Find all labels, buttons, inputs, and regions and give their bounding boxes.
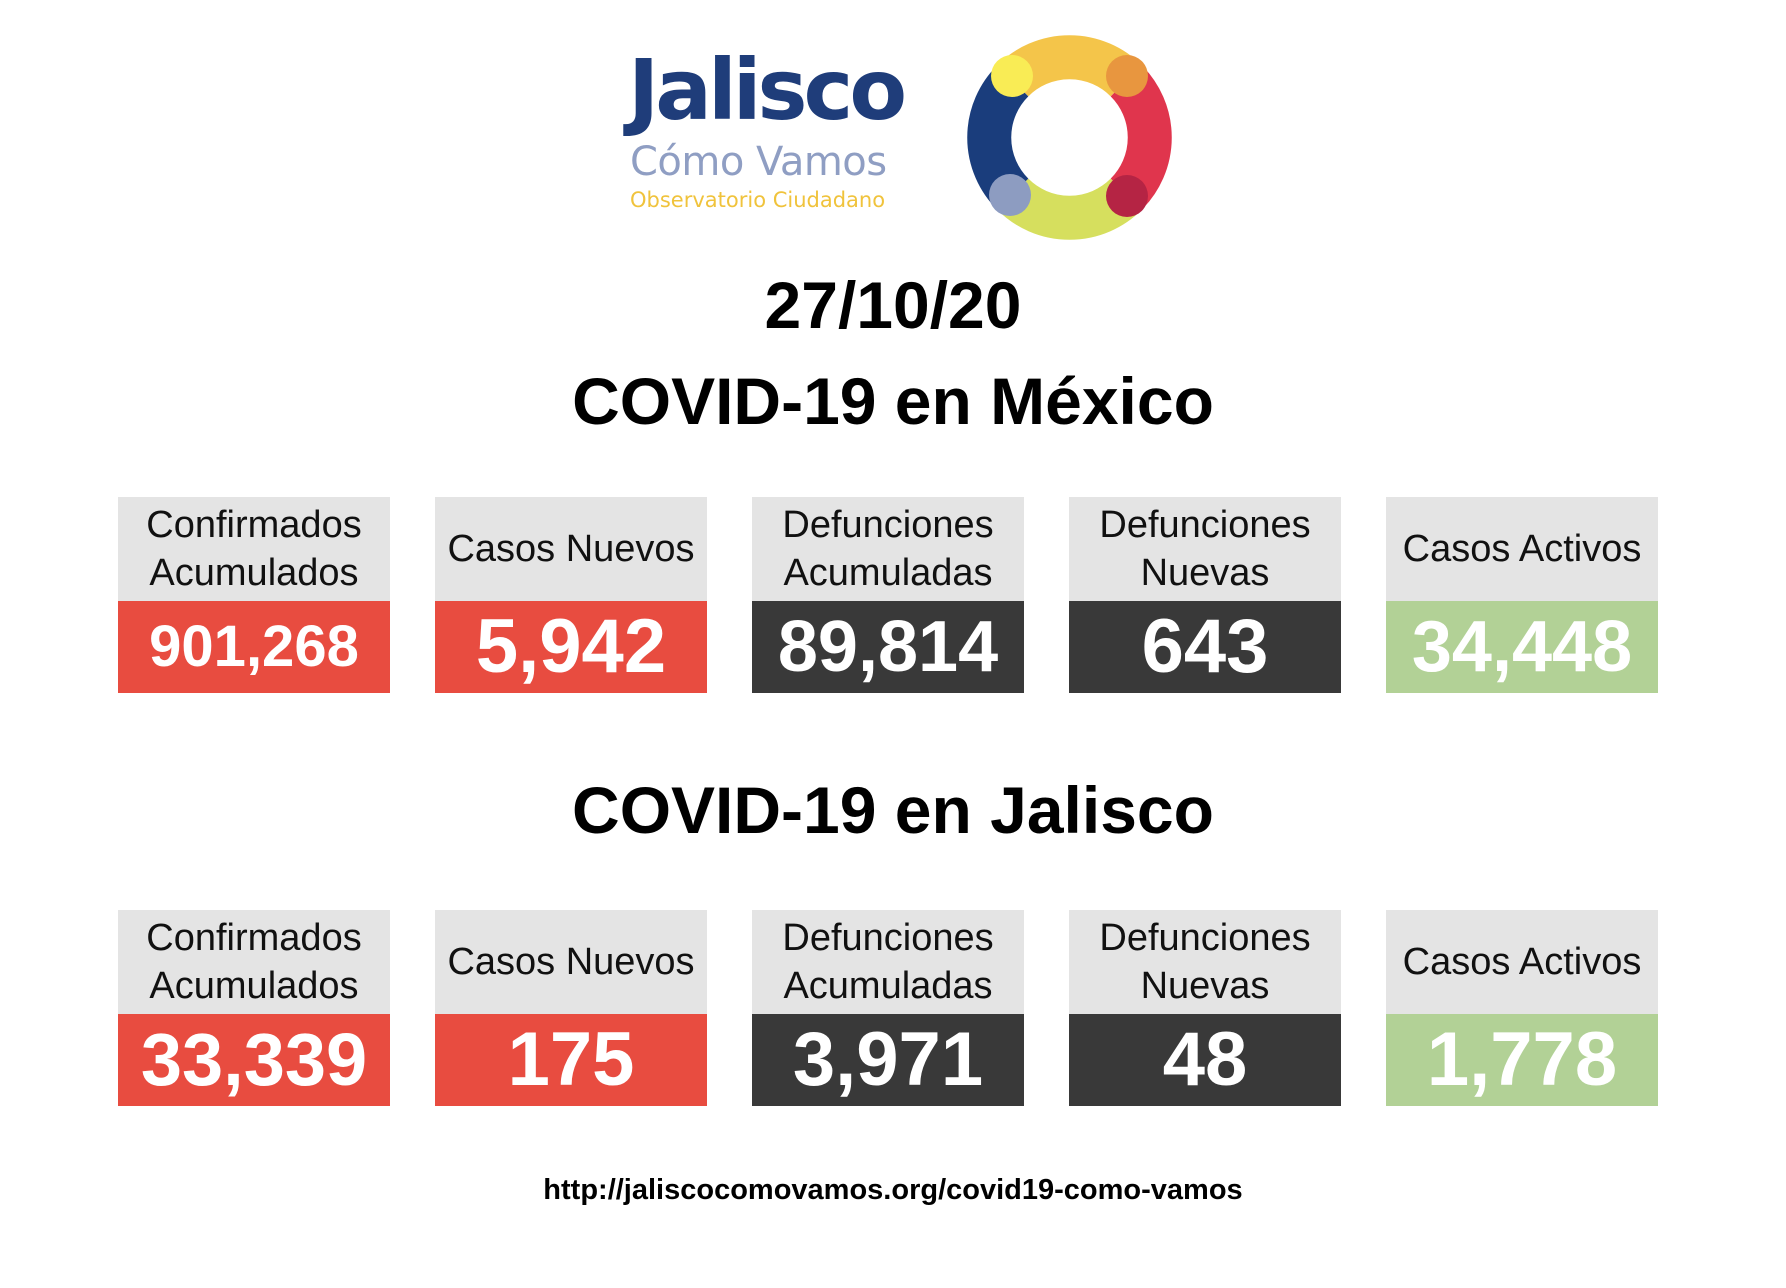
stat-value: 901,268: [118, 601, 390, 693]
stats-row-jalisco: Confirmados Acumulados 33,339 Casos Nuev…: [118, 910, 1668, 1106]
footer-link[interactable]: http://jaliscocomovamos.org/covid19-como…: [543, 1174, 1243, 1206]
stat-label: Defunciones Acumuladas: [752, 910, 1024, 1014]
logo-tagline: Observatorio Ciudadano: [630, 188, 886, 212]
stat-card-defunciones-nuevas: Defunciones Nuevas 48: [1069, 910, 1341, 1106]
stat-label: Confirmados Acumulados: [118, 910, 390, 1014]
stat-card-casos-activos: Casos Activos 34,448: [1386, 497, 1658, 693]
stat-card-defunciones-acumuladas: Defunciones Acumuladas 3,971: [752, 910, 1024, 1106]
logo: Jalisco Cómo Vamos Observatorio Ciudadan…: [628, 30, 1188, 245]
stat-card-casos-nuevos: Casos Nuevos 5,942: [435, 497, 707, 693]
stat-label: Casos Nuevos: [435, 910, 707, 1014]
stat-value: 48: [1069, 1014, 1341, 1106]
stat-value: 643: [1069, 601, 1341, 693]
stat-card-confirmados-acumulados: Confirmados Acumulados 901,268: [118, 497, 390, 693]
stat-value: 3,971: [752, 1014, 1024, 1106]
stat-value: 175: [435, 1014, 707, 1106]
stat-value: 89,814: [752, 601, 1024, 693]
stat-label: Casos Activos: [1386, 910, 1658, 1014]
stat-value: 5,942: [435, 601, 707, 693]
section-title-mexico: COVID-19 en México: [572, 364, 1214, 438]
logo-title: Jalisco: [628, 41, 907, 139]
stat-value: 33,339: [118, 1014, 390, 1106]
stat-card-casos-activos: Casos Activos 1,778: [1386, 910, 1658, 1106]
report-date: 27/10/20: [764, 268, 1022, 342]
stat-card-defunciones-nuevas: Defunciones Nuevas 643: [1069, 497, 1341, 693]
stat-label: Defunciones Nuevas: [1069, 497, 1341, 601]
stat-card-casos-nuevos: Casos Nuevos 175: [435, 910, 707, 1106]
logo-subtitle: Cómo Vamos: [630, 139, 887, 185]
stat-label: Casos Activos: [1386, 497, 1658, 601]
stats-row-mexico: Confirmados Acumulados 901,268 Casos Nue…: [118, 497, 1668, 693]
stat-card-confirmados-acumulados: Confirmados Acumulados 33,339: [118, 910, 390, 1106]
stat-value: 34,448: [1386, 601, 1658, 693]
stat-card-defunciones-acumuladas: Defunciones Acumuladas 89,814: [752, 497, 1024, 693]
stat-label: Casos Nuevos: [435, 497, 707, 601]
section-title-jalisco: COVID-19 en Jalisco: [572, 773, 1214, 847]
ring-logo-icon: [962, 30, 1177, 245]
stat-label: Confirmados Acumulados: [118, 497, 390, 601]
stat-label: Defunciones Acumuladas: [752, 497, 1024, 601]
stat-label: Defunciones Nuevas: [1069, 910, 1341, 1014]
stat-value: 1,778: [1386, 1014, 1658, 1106]
